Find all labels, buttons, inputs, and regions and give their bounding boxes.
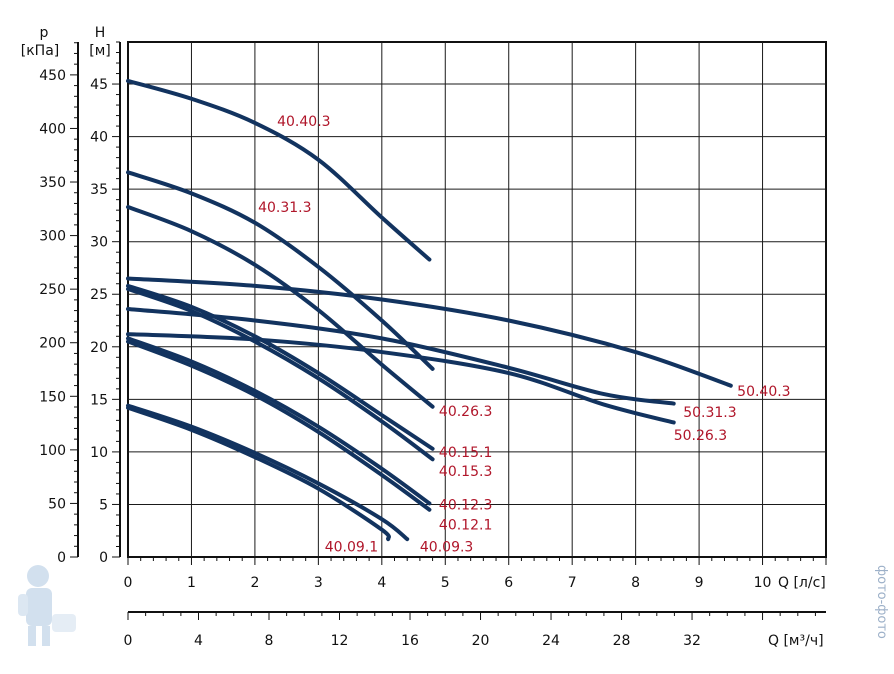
h-tick-label: 40 (90, 130, 108, 146)
kpa-tick-label: 50 (48, 496, 66, 512)
kpa-tick-label: 150 (39, 389, 66, 405)
x-tick-label-ls: 8 (631, 575, 640, 591)
h-tick-label: 0 (99, 550, 108, 566)
x-tick-label-ls: 5 (441, 575, 450, 591)
x-tick-label-m3h: 16 (401, 633, 419, 649)
y-right-symbol: H (95, 25, 106, 41)
y-right-unit: [м] (89, 43, 111, 59)
x-label-ls: Q [л/с] (778, 575, 826, 591)
curve-50-40-3 (126, 276, 733, 388)
x-tick-label-m3h: 8 (265, 633, 274, 649)
x-tick-label-m3h: 12 (331, 633, 349, 649)
curve-label-40-31-3: 40.31.3 (258, 200, 311, 216)
h-tick-label: 30 (90, 235, 108, 251)
curve-label-40-26-3: 40.26.3 (439, 404, 492, 420)
kpa-tick-label: 0 (57, 550, 66, 566)
kpa-tick-label: 350 (39, 175, 66, 191)
kpa-tick-label: 450 (39, 68, 66, 84)
curve-label-40-12-3: 40.12.3 (439, 497, 492, 513)
y-left-symbol: p (40, 25, 49, 41)
x-tick-label-m3h: 4 (194, 633, 203, 649)
kpa-tick-label: 250 (39, 282, 66, 298)
curve-label-50-40-3: 50.40.3 (737, 384, 790, 400)
x-tick-label-ls: 9 (695, 575, 704, 591)
curve-40-12-3 (126, 336, 432, 506)
curve-50-26-3 (126, 332, 676, 425)
kpa-tick-label: 400 (39, 121, 66, 137)
curve-label-40-15-1: 40.15.1 (439, 445, 492, 461)
kpa-tick-label: 100 (39, 443, 66, 459)
curve-50-31-3 (126, 306, 676, 406)
x-tick-label-ls: 6 (504, 575, 513, 591)
x-tick-label-m3h: 0 (124, 633, 133, 649)
curve-40-15-3 (126, 286, 435, 462)
curve-label-40-12-1: 40.12.1 (439, 517, 492, 533)
x-tick-label-m3h: 32 (683, 633, 701, 649)
curve-40-09-3 (126, 403, 410, 542)
curve-label-40-09-1: 40.09.1 (325, 539, 378, 555)
label-layer: 40.40.3 40.31.3 40.26.3 40.15.1 40.15.3 40.12… (258, 114, 791, 556)
x-tick-label-ls: 4 (377, 575, 386, 591)
x-tick-label-ls: 10 (754, 575, 772, 591)
x-label-m3h: Q [м³/ч] (768, 633, 824, 649)
h-tick-label: 15 (90, 392, 108, 408)
axis-layer: 0510152025303540450501001502002503003504… (39, 41, 827, 649)
h-tick-label: 5 (99, 497, 108, 513)
h-tick-label: 25 (90, 287, 108, 303)
curve-label-40-15-3: 40.15.3 (439, 464, 492, 480)
h-tick-label: 20 (90, 340, 108, 356)
kpa-tick-label: 300 (39, 229, 66, 245)
x-tick-label-ls: 7 (568, 575, 577, 591)
h-tick-label: 45 (90, 77, 108, 93)
curve-layer (126, 78, 733, 542)
y-left-unit: [кПа] (21, 43, 60, 59)
curve-40-12-1 (126, 339, 432, 512)
h-tick-label: 35 (90, 182, 108, 198)
curve-label-40-09-3: 40.09.3 (420, 539, 473, 555)
curve-40-31-3 (126, 170, 435, 371)
x-tick-label-m3h: 24 (542, 633, 560, 649)
plumber-mascot-icon (18, 565, 76, 646)
x-tick-label-m3h: 20 (472, 633, 490, 649)
curve-label-40-40-3: 40.40.3 (277, 114, 330, 130)
curve-label-50-31-3: 50.31.3 (683, 405, 736, 421)
x-tick-label-ls: 3 (314, 575, 323, 591)
curve-40-09-1 (126, 405, 391, 542)
watermark-text: фото-фото (874, 565, 889, 639)
x-tick-label-ls: 1 (187, 575, 196, 591)
curve-40-15-1 (126, 283, 435, 451)
x-tick-label-ls: 0 (124, 575, 133, 591)
curve-label-50-26-3: 50.26.3 (674, 428, 727, 444)
x-tick-label-m3h: 28 (613, 633, 631, 649)
kpa-tick-label: 200 (39, 336, 66, 352)
plot-frame (127, 41, 827, 558)
curve-40-40-3 (126, 78, 432, 262)
x-tick-label-ls: 2 (250, 575, 259, 591)
h-tick-label: 10 (90, 445, 108, 461)
